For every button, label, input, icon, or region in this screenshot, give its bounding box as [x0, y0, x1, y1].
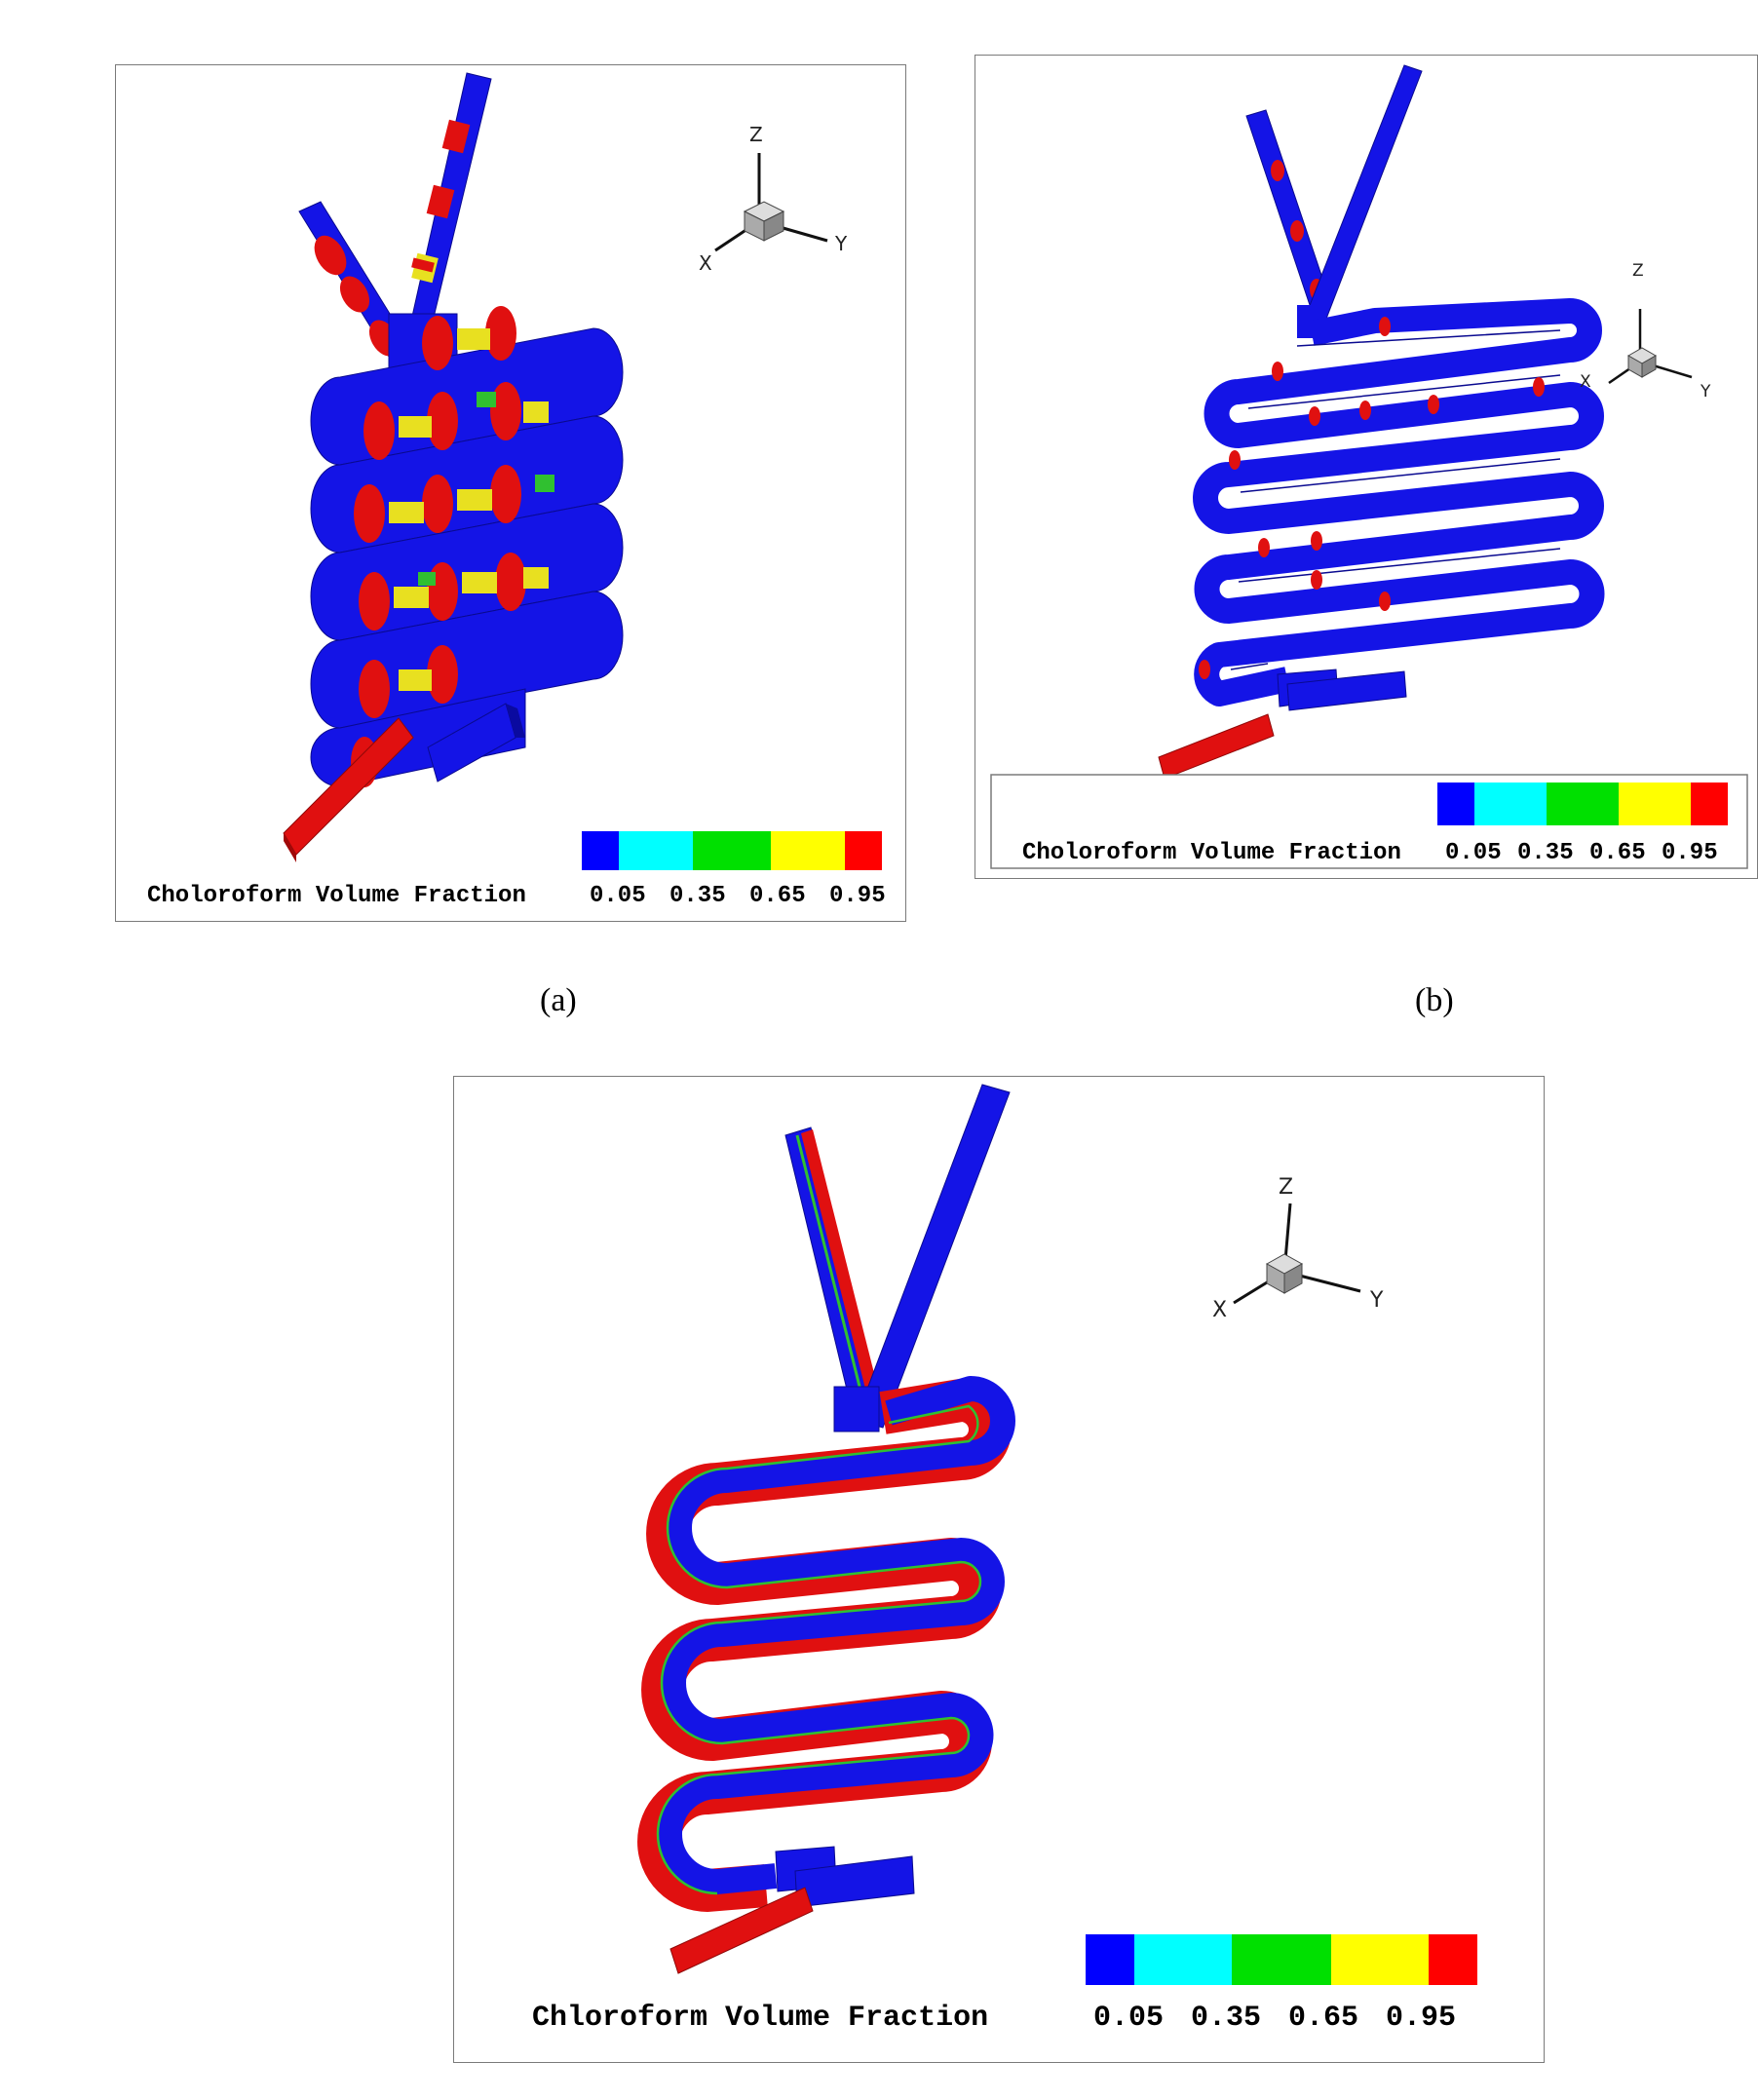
panel-b-inlet-right	[1306, 64, 1423, 320]
panel-b-legend-colorbar	[1437, 783, 1728, 825]
cube-icon	[743, 201, 785, 242]
panel-c-legend-title: Chloroform Volume Fraction	[532, 2002, 988, 2035]
panel-c-axes-triad	[1233, 1203, 1361, 1305]
panel-c-axis-x: X	[1212, 1298, 1227, 1322]
panel-c-inlet-right	[855, 1084, 1011, 1429]
panel-b-serpentine-edge	[1230, 329, 1561, 670]
panel-c-legend-value-3: 0.65	[1288, 2002, 1358, 2035]
colorbar-cell	[1619, 783, 1691, 825]
panel-c-legend-value-4: 0.95	[1386, 2002, 1456, 2035]
panel-b-axis-x: X	[1580, 372, 1591, 392]
panel-a-axis-y: Y	[834, 232, 848, 255]
panel-a-serpentine	[310, 306, 624, 787]
panel-a-outlet-red	[283, 717, 414, 862]
colorbar-cell	[1331, 1934, 1429, 1985]
panel-c-legend-colorbar	[1086, 1934, 1477, 1985]
panel-b-axis-y: Y	[1700, 382, 1711, 401]
panel-c-axis-z: Z	[1279, 1175, 1293, 1200]
panel-c-axis-y: Y	[1369, 1288, 1384, 1313]
panel-a-inlet-right	[398, 72, 492, 383]
panel-c-interface-line	[656, 1404, 982, 1895]
colorbar-cell	[1232, 1934, 1331, 1985]
colorbar-cell	[1437, 783, 1474, 825]
panel-a-axis-z: Z	[749, 123, 763, 146]
panel-b-serpentine	[1193, 298, 1605, 706]
panel-b-axis-z: Z	[1632, 261, 1644, 281]
cube-icon	[1265, 1253, 1304, 1294]
colorbar-cell	[1474, 783, 1547, 825]
panel-b-legend-value-2: 0.35	[1517, 840, 1574, 866]
colorbar-cell	[1086, 1934, 1134, 1985]
colorbar-cell	[693, 831, 771, 870]
panel-c-junction	[833, 1386, 880, 1432]
panel-b-legend-value-4: 0.95	[1662, 840, 1718, 866]
panel-a-figure: Z X Y Choloroform Volume Fraction 0.05 0…	[147, 72, 886, 909]
cube-icon	[1626, 347, 1658, 378]
colorbar-cell	[1429, 1934, 1477, 1985]
panel-b: Z X Y Choloroform Volume Fraction 0.05 0…	[975, 55, 1758, 879]
panel-a-legend-value-2: 0.35	[669, 883, 726, 909]
colorbar-cell	[1134, 1934, 1232, 1985]
panel-c: Z X Y Chloroform Volume Fraction 0.05 0.…	[453, 1076, 1545, 2063]
panel-a-outlet-blue	[427, 703, 525, 783]
panel-a-legend-value-3: 0.65	[749, 883, 806, 909]
panel-b-legend-title: Choloroform Volume Fraction	[1022, 840, 1401, 866]
panel-a-axis-x: X	[699, 251, 712, 275]
panel-b-figure: Z X Y Choloroform Volume Fraction 0.05 0…	[990, 64, 1748, 869]
panel-a-legend-title: Choloroform Volume Fraction	[147, 883, 526, 909]
panel-b-caption: (b)	[1415, 982, 1454, 1018]
panel-b-legend-value-1: 0.05	[1445, 840, 1502, 866]
colorbar-cell	[619, 831, 693, 870]
panel-a-legend-colorbar	[582, 831, 882, 870]
panel-b-legend-value-3: 0.65	[1589, 840, 1646, 866]
panel-b-outlet-red	[1158, 713, 1275, 780]
colorbar-cell	[845, 831, 882, 870]
panel-b-inlet-left	[1245, 109, 1332, 312]
panel-c-legend-value-1: 0.05	[1093, 2002, 1164, 2035]
panel-c-legend-value-2: 0.35	[1191, 2002, 1261, 2035]
colorbar-cell	[1691, 783, 1728, 825]
panel-b-outlet-blue	[1277, 668, 1407, 711]
colorbar-cell	[771, 831, 845, 870]
colorbar-cell	[582, 831, 619, 870]
colorbar-cell	[1547, 783, 1619, 825]
panel-c-figure: Z X Y Chloroform Volume Fraction 0.05 0.…	[532, 1084, 1477, 2035]
panel-c-outlet-blue	[775, 1846, 915, 1908]
panel-a: Z X Y Choloroform Volume Fraction 0.05 0…	[115, 64, 906, 922]
panel-a-legend-value-1: 0.05	[590, 883, 646, 909]
panel-a-legend-value-4: 0.95	[829, 883, 886, 909]
panel-c-inlet-left	[784, 1126, 884, 1427]
panel-a-caption: (a)	[540, 982, 577, 1018]
panel-c-serpentine-blue-face	[657, 1376, 1015, 1894]
panel-c-outlet-red	[669, 1887, 814, 1974]
